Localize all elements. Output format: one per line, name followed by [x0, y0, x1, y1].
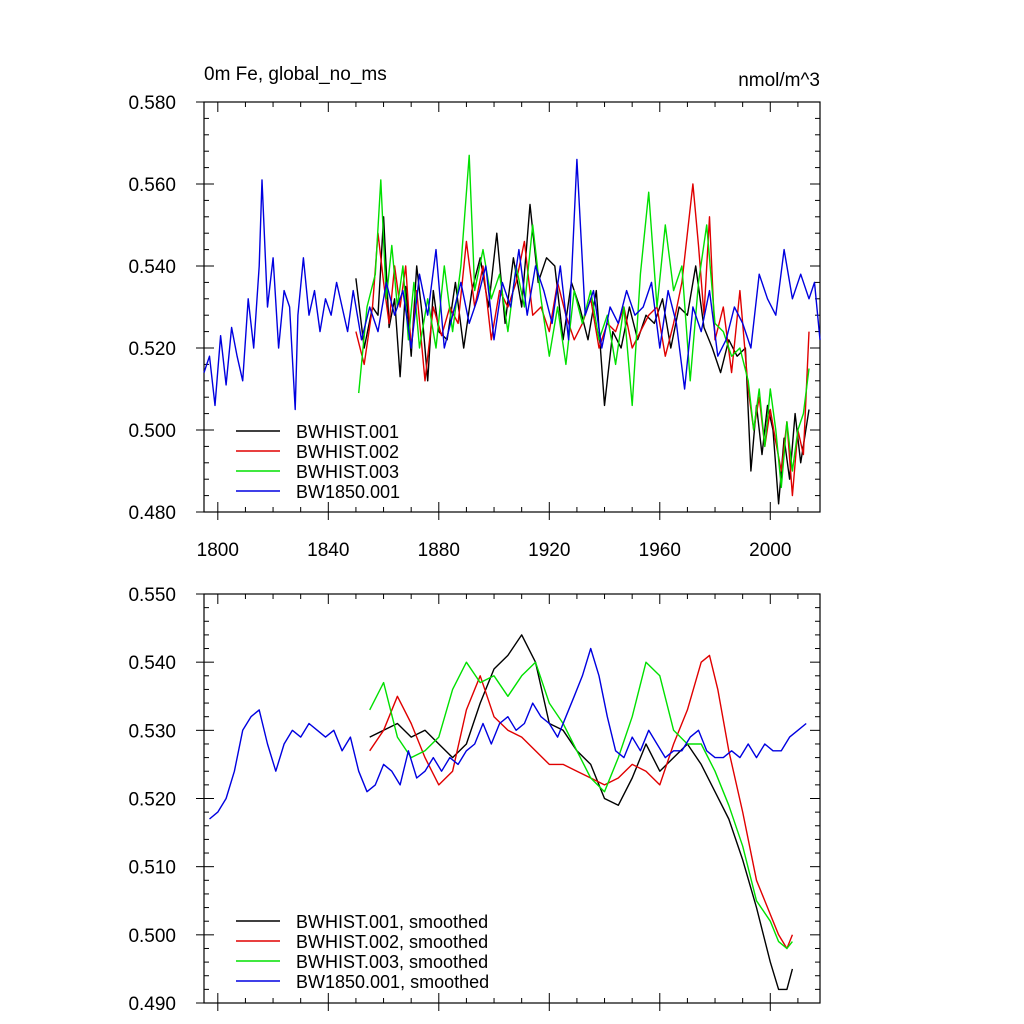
legend-label: BWHIST.002 — [296, 442, 399, 462]
units-label: nmol/m^3 — [738, 70, 820, 91]
series-line-bwhist-003-smoothed — [369, 661, 793, 950]
x-tick-label: 1960 — [639, 540, 681, 561]
y-tick-label: 0.520 — [128, 339, 176, 360]
x-tick-label: 2000 — [749, 540, 791, 561]
legend-label: BWHIST.003 — [296, 462, 399, 482]
series-line-bwhist-003 — [358, 154, 810, 489]
series-line-bw1850-001-smoothed — [209, 647, 807, 820]
y-tick-label: 0.560 — [128, 175, 176, 196]
y-tick-label: 0.530 — [128, 721, 176, 742]
y-tick-label: 0.490 — [128, 994, 176, 1015]
y-tick-label: 0.500 — [128, 421, 176, 442]
panel-bottom: 0.490 0.500 0.510 0.520 0.530 0.540 0.550 BWHIS… — [128, 585, 821, 1015]
legend-label: BWHIST.001 — [296, 422, 399, 442]
legend-label: BW1850.001 — [296, 482, 400, 502]
series-line-bw1850-001 — [203, 158, 821, 411]
y-tick-label: 0.520 — [128, 790, 176, 811]
x-tick-label: 1880 — [418, 540, 460, 561]
series-line-bwhist-002-smoothed — [369, 654, 794, 950]
y-tick-label: 0.540 — [128, 653, 176, 674]
legend-label: BWHIST.003, smoothed — [296, 952, 488, 972]
y-tick-label: 0.540 — [128, 257, 176, 278]
y-tick-label: 0.550 — [128, 585, 176, 606]
chart-title: 0m Fe, global_no_ms — [204, 64, 387, 85]
panel-top: 1800 1840 1880 1920 1960 2000 0.480 0.500 0.520 0… — [128, 93, 821, 561]
y-tick-label: 0.510 — [128, 858, 176, 879]
legend-label: BWHIST.002, smoothed — [296, 932, 488, 952]
y-tick-label: 0.580 — [128, 93, 176, 114]
plot-frame — [203, 101, 821, 513]
x-tick-label: 1800 — [197, 540, 239, 561]
series-line-bwhist-001-smoothed — [369, 634, 794, 991]
y-tick-label: 0.500 — [128, 926, 176, 947]
legend-label: BWHIST.001, smoothed — [296, 912, 488, 932]
y-tick-label: 0.480 — [128, 503, 176, 524]
x-tick-label: 1840 — [307, 540, 349, 561]
legend-label: BW1850.001, smoothed — [296, 972, 489, 992]
x-tick-label: 1920 — [528, 540, 570, 561]
